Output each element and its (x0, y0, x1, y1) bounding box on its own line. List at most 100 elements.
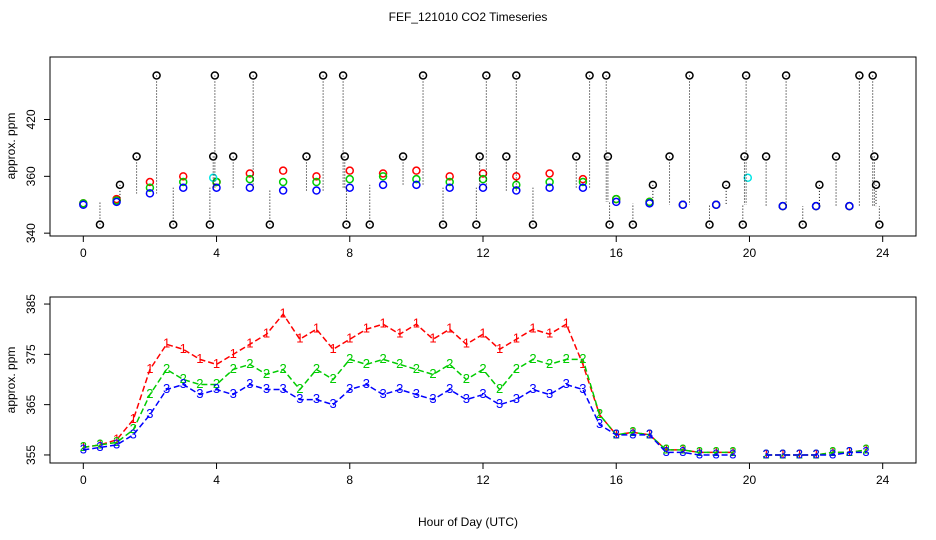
point-marker: 2 (113, 434, 120, 449)
point-marker: 2 (546, 356, 553, 371)
point-marker: 2 (646, 426, 653, 441)
point-marker: 1 (280, 306, 287, 321)
point-marker: 1 (346, 331, 353, 346)
point (208, 152, 218, 161)
x-tick-label: 20 (743, 246, 757, 260)
point-marker: 1 (296, 331, 303, 346)
point-marker: 3 (346, 381, 353, 396)
point-marker: 3 (812, 446, 819, 461)
point-marker: 1 (762, 446, 769, 461)
point-marker: 1 (429, 331, 436, 346)
point-marker: 3 (762, 446, 769, 461)
point (578, 183, 588, 192)
point-marker: 3 (196, 386, 203, 401)
plot-box (49, 56, 917, 237)
point-marker: 1 (779, 446, 786, 461)
point (178, 183, 188, 192)
point (178, 177, 188, 187)
point-marker: 2 (579, 351, 586, 366)
point-marker: 2 (463, 371, 470, 386)
point-marker: 3 (829, 446, 836, 461)
point-marker: 1 (96, 436, 103, 451)
point-marker: 2 (379, 351, 386, 366)
point-marker: 3 (596, 416, 603, 431)
point-marker: 1 (230, 346, 237, 361)
point (855, 71, 864, 80)
series-line (83, 358, 867, 456)
point-marker: 1 (829, 444, 836, 459)
point (398, 152, 408, 161)
point (545, 183, 554, 192)
point-marker: 2 (613, 426, 620, 441)
point (781, 71, 791, 80)
y-axis-label: approx. ppm (4, 113, 18, 180)
point-marker: 3 (796, 446, 803, 461)
point (168, 220, 178, 229)
point-marker: 3 (363, 376, 370, 391)
x-tick-label: 0 (80, 246, 87, 260)
point (845, 201, 854, 211)
point (811, 201, 821, 211)
point-marker: 3 (429, 391, 436, 406)
point-marker: 1 (812, 446, 819, 461)
point (870, 152, 879, 161)
point-marker: 3 (146, 406, 153, 421)
point (312, 177, 321, 187)
point (345, 166, 355, 175)
point-marker: 1 (146, 361, 153, 376)
point-marker: 3 (729, 446, 736, 461)
point-marker: 1 (679, 441, 686, 456)
point-marker: 1 (479, 326, 486, 341)
x-tick-label: 4 (213, 473, 220, 487)
point (112, 197, 121, 207)
point (815, 180, 824, 190)
point-marker: 1 (663, 441, 670, 456)
point-marker: 1 (80, 439, 87, 454)
y-tick-label: 375 (24, 344, 38, 364)
point (378, 180, 388, 190)
point (152, 71, 161, 80)
point (740, 152, 749, 161)
point-marker: 2 (196, 376, 203, 391)
y-tick-label: 340 (24, 223, 38, 243)
point (265, 220, 275, 229)
point (585, 71, 594, 80)
point (345, 174, 355, 184)
point (445, 172, 454, 181)
point (378, 169, 388, 178)
point-marker: 1 (329, 341, 336, 356)
point-marker: 2 (862, 441, 869, 456)
x-tick-label: 0 (80, 473, 87, 487)
point-marker: 3 (130, 426, 137, 441)
point-marker: 2 (346, 351, 353, 366)
point-marker: 2 (796, 446, 803, 461)
point (711, 200, 721, 209)
point-marker: 2 (529, 351, 536, 366)
point (738, 220, 748, 229)
point (145, 183, 155, 192)
point (445, 183, 454, 192)
point-marker: 3 (846, 444, 853, 459)
point (875, 220, 884, 229)
point-marker: 2 (696, 444, 703, 459)
point (418, 71, 428, 80)
point (528, 220, 538, 229)
x-tick-label: 16 (610, 246, 624, 260)
point-marker: 3 (529, 381, 536, 396)
x-tick-label: 24 (876, 473, 890, 487)
point-marker: 3 (446, 381, 453, 396)
point-marker: 2 (479, 361, 486, 376)
point-marker: 3 (613, 426, 620, 441)
y-axis-label: approx. ppm (4, 347, 18, 414)
point (438, 220, 448, 229)
point (482, 71, 491, 80)
point (545, 177, 554, 187)
point-marker: 1 (180, 341, 187, 356)
point-marker: 3 (663, 444, 670, 459)
point (741, 71, 751, 80)
point (248, 71, 258, 80)
point-marker: 3 (679, 444, 686, 459)
point (278, 177, 288, 187)
point-marker: 1 (846, 444, 853, 459)
point-marker: 2 (513, 361, 520, 376)
